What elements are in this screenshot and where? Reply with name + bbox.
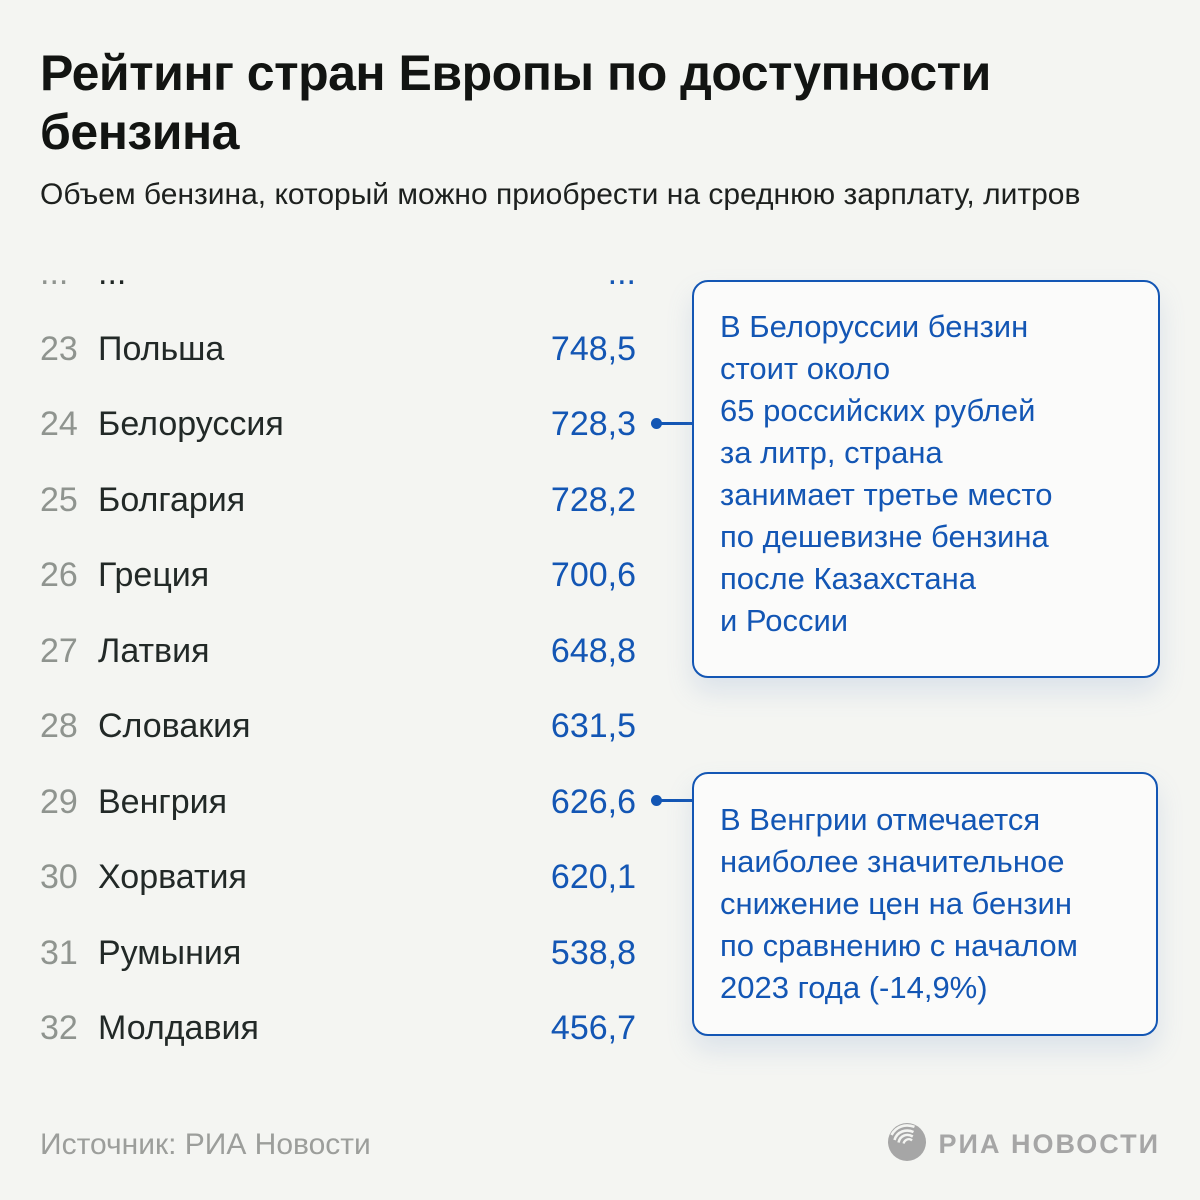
ria-novosti-logo: РИА НОВОСТИ [887,1122,1160,1167]
value-cell: 748,5 [550,329,636,368]
country-cell: Румыния [98,933,242,972]
rank-cell: 24 [40,405,78,444]
callout-connector-line [660,799,692,802]
rank-cell: 30 [40,858,78,897]
callout-hungary-text: В Венгрии отмечается наиболее значительн… [720,802,1078,1005]
table-row: 30 Хорватия 620,1 [40,840,636,916]
country-ellipsis: ... [98,254,127,293]
source-note: Источник: РИА Новости [40,1128,371,1161]
value-cell: 631,5 [550,707,636,746]
country-cell: Молдавия [98,1009,259,1048]
value-cell: 648,8 [550,631,636,670]
table-row: 27 Латвия 648,8 [40,614,636,690]
callout-hungary: В Венгрии отмечается наиболее значительн… [692,772,1158,1036]
country-cell: Словакия [98,707,251,746]
logo-wordmark: РИА НОВОСТИ [938,1129,1160,1159]
country-cell: Белоруссия [98,405,284,444]
country-cell: Латвия [98,631,210,670]
country-cell: Болгария [98,480,246,519]
rank-cell: 25 [40,480,78,519]
table-row: 28 Словакия 631,5 [40,689,636,765]
table-row-ellipsis: ... ... ... [40,236,636,312]
table-row: 31 Румыния 538,8 [40,916,636,992]
table-row: 29 Венгрия 626,6 [40,765,636,841]
table-row: 26 Греция 700,6 [40,538,636,614]
rank-cell: 23 [40,329,78,368]
value-ellipsis: ... [607,254,636,293]
callout-connector-line [660,422,692,425]
country-cell: Венгрия [98,782,228,821]
rank-cell: 28 [40,707,78,746]
country-cell: Греция [98,556,210,595]
callout-belarus: В Белоруссии бензин стоит около 65 росси… [692,280,1160,678]
value-cell: 626,6 [550,782,636,821]
value-cell: 538,8 [550,933,636,972]
rank-cell: 31 [40,933,78,972]
table-row: 25 Болгария 728,2 [40,463,636,539]
rank-cell: 26 [40,556,78,595]
value-cell: 728,2 [550,480,636,519]
rank-ellipsis: ... [40,254,69,293]
ranking-table: ... ... ... 23 Польша 748,5 24 Белорусси… [40,236,636,1067]
rank-cell: 32 [40,1009,78,1048]
callout-connector-dot [651,418,662,429]
value-cell: 700,6 [550,556,636,595]
page-title: Рейтинг стран Европы по доступности бенз… [40,45,991,160]
page-subtitle: Объем бензина, который можно приобрести … [40,178,1081,211]
country-cell: Польша [98,329,225,368]
table-row: 23 Польша 748,5 [40,312,636,388]
rank-cell: 29 [40,782,78,821]
value-cell: 456,7 [550,1009,636,1048]
rank-cell: 27 [40,631,78,670]
table-row: 24 Белоруссия 728,3 [40,387,636,463]
table-row: 32 Молдавия 456,7 [40,991,636,1067]
value-cell: 728,3 [550,405,636,444]
country-cell: Хорватия [98,858,247,897]
callout-belarus-text: В Белоруссии бензин стоит около 65 росси… [720,309,1053,638]
ria-globe-icon [887,1122,927,1167]
callout-connector-dot [651,795,662,806]
value-cell: 620,1 [550,858,636,897]
